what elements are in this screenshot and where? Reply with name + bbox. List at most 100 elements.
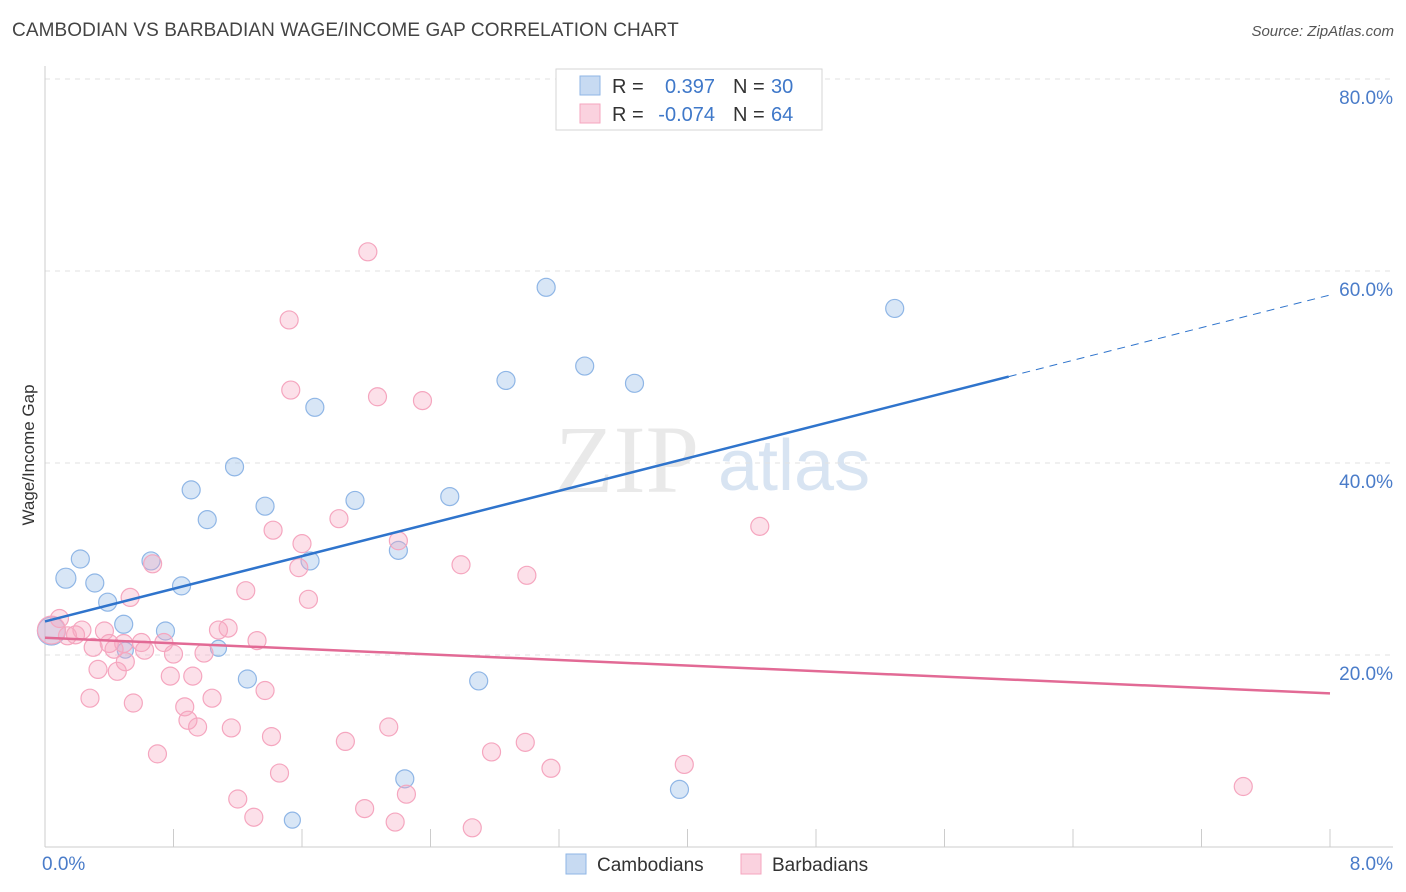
barbadians-point-21 [160,666,180,686]
barbadians-trend-line [44,636,1331,695]
y-tick-label-40: 40.0% [1339,472,1393,493]
barbadians-point-34 [244,807,264,827]
barbadians-point-12 [114,633,134,654]
barbadians-point-19 [147,744,168,764]
barbadians-point-13 [115,652,135,672]
cambodians-point-13 [224,457,245,477]
barbadians-point-5 [80,688,100,708]
x-axis-min-label: 0.0% [42,854,85,875]
cambodians-point-4 [98,592,118,612]
cambodians-point-23 [469,671,489,691]
x-axis-max-label: 8.0% [1350,854,1393,875]
cambodians-point-27 [624,373,645,393]
barbadians-point-11 [107,661,127,681]
barbadians-point-53 [396,784,417,804]
barbadians-points [36,242,1253,838]
cambodians-point-1 [55,567,77,589]
barbadians-point-49 [367,387,388,407]
cambodians-points [36,277,905,829]
legend-r-value-barbadians: -0.074 [658,104,715,126]
cambodians-point-29 [885,298,905,319]
barbadians-point-51 [385,812,405,832]
legend-r-label-cambodians: R = [612,76,644,98]
barbadians-point-36 [255,680,275,701]
legend-n-label-barbadians: N = [733,104,765,126]
cambodians-point-16 [283,811,301,829]
barbadians-point-39 [269,763,290,783]
barbadians-point-47 [355,798,375,819]
barbadians-point-6 [83,637,103,657]
legend-n-value-barbadians: 64 [771,104,793,126]
y-axis-label: Wage/Income Gap [19,384,38,525]
barbadians-point-55 [451,555,471,575]
barbadians-point-18 [143,554,163,574]
barbadians-point-58 [515,732,535,752]
watermark-zip: ZIP [555,406,699,513]
axes [44,66,1393,848]
barbadians-point-15 [123,693,143,713]
cambodians-point-28 [669,779,690,800]
barbadians-point-35 [247,630,267,651]
legend: R = 0.397 N = 30 R = -0.074 N = 64 [555,68,823,131]
barbadians-point-27 [194,643,214,663]
barbadians-point-38 [263,520,283,540]
cambodians-point-22 [440,487,460,507]
cambodians-point-11 [197,510,217,530]
barbadians-point-62 [750,516,770,536]
series-legend-swatch-cambodians [565,853,587,875]
barbadians-point-56 [462,818,482,838]
legend-swatch-cambodians [579,75,601,96]
cambodians-point-10 [181,480,201,500]
barbadians-point-57 [481,742,502,762]
barbadians-point-17 [134,640,155,660]
y-axis-tick-labels: 20.0% 40.0% 60.0% 80.0% [1339,88,1393,685]
cambodians-trend-extension [1008,294,1331,378]
cambodians-point-18 [305,397,325,417]
barbadians-point-60 [541,758,561,778]
legend-n-label-cambodians: N = [733,76,765,98]
barbadians-point-45 [329,509,349,529]
cambodians-point-21 [395,769,415,789]
cambodians-point-14 [237,669,257,689]
cambodians-trend-line [44,375,1010,623]
chart-source: Source: ZipAtlas.com [1251,23,1394,40]
legend-r-label-barbadians: R = [612,104,644,126]
barbadians-point-44 [298,589,319,609]
barbadians-point-40 [279,310,299,330]
barbadians-point-32 [228,789,248,809]
cambodians-point-26 [575,356,595,376]
barbadians-point-54 [412,391,433,411]
barbadians-point-33 [236,581,256,601]
cambodians-point-2 [70,549,90,569]
y-tick-label-60: 60.0% [1339,280,1393,301]
barbadians-point-2 [57,626,78,646]
barbadians-point-22 [163,644,184,664]
barbadians-point-26 [187,717,208,737]
barbadians-point-63 [1233,776,1253,797]
series-legend-label-cambodians: Cambodians [597,855,704,876]
barbadians-point-61 [674,754,694,775]
y-tick-label-20: 20.0% [1339,664,1393,685]
legend-n-value-cambodians: 30 [771,76,793,98]
barbadians-point-42 [289,558,309,578]
barbadians-point-29 [208,620,229,640]
legend-r-value-cambodians: 0.397 [665,76,715,98]
cambodians-point-3 [85,573,105,593]
barbadians-point-25 [183,666,203,686]
barbadians-point-37 [261,726,282,747]
cambodians-point-24 [496,370,516,391]
barbadians-point-7 [88,659,108,680]
cambodians-point-15 [255,496,275,516]
series-legend-swatch-barbadians [740,853,762,875]
cambodians-point-5 [114,614,134,634]
barbadians-point-31 [221,718,241,738]
cambodians-point-25 [536,277,556,297]
y-tick-label-80: 80.0% [1339,88,1393,109]
barbadians-point-28 [202,688,222,708]
barbadians-point-43 [292,534,312,554]
x-axis-ticks [44,829,1331,847]
barbadians-point-46 [335,731,355,752]
barbadians-point-50 [379,717,399,737]
legend-swatch-barbadians [579,103,601,124]
